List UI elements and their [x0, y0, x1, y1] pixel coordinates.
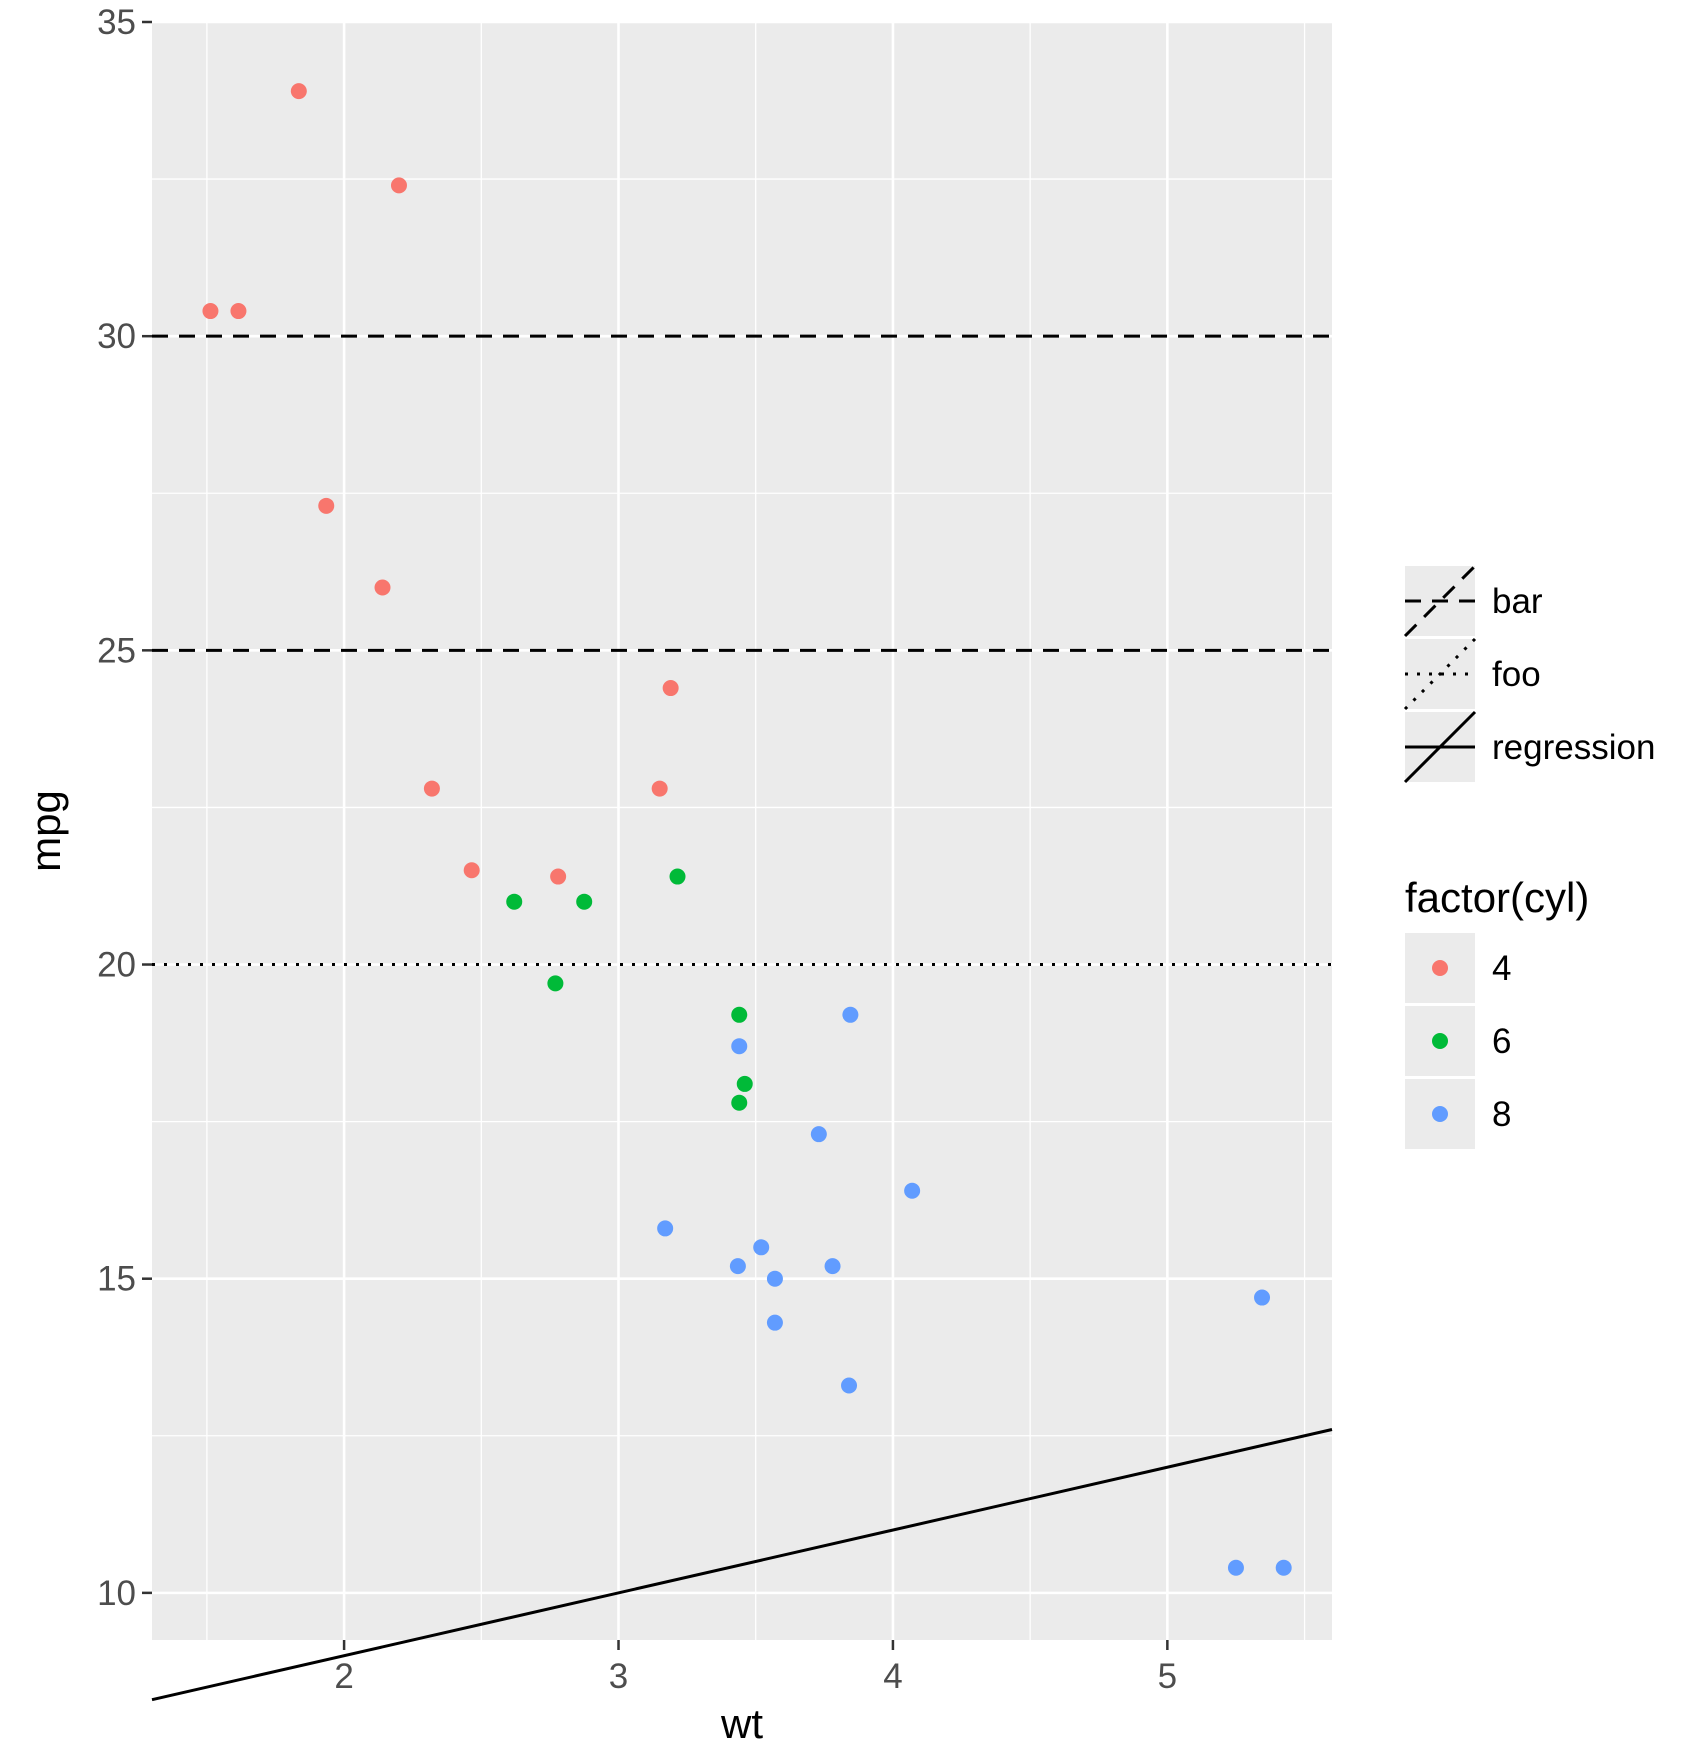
color-legend-title: factor(cyl): [1405, 874, 1589, 921]
point-cyl-8: [753, 1239, 770, 1256]
axes: 2 3 4 5 10 15 20 25 30 35: [97, 3, 1177, 1696]
point-cyl-6: [547, 975, 564, 992]
point-cyl-8: [841, 1377, 858, 1394]
y-tick-label: 10: [97, 1574, 136, 1613]
reference-lines: [151, 334, 1333, 1702]
point-cyl-4: [202, 303, 219, 320]
point-cyl-8: [824, 1258, 841, 1275]
point-cyl-4: [651, 780, 668, 797]
legend-label-cyl-4: 4: [1492, 949, 1511, 988]
point-cyl-6: [576, 893, 593, 910]
x-tick-label: 3: [609, 1657, 628, 1696]
x-tick-label: 2: [334, 1657, 353, 1696]
point-cyl-4: [290, 83, 307, 100]
legend-key-diag-bar: [1403, 564, 1477, 638]
point-cyl-8: [1254, 1289, 1271, 1306]
linetype-legend: bar foo regression: [1403, 564, 1655, 784]
y-tick-label: 30: [97, 317, 136, 356]
point-cyl-6: [736, 1075, 753, 1092]
plot-panel: [152, 22, 1332, 1640]
point-cyl-8: [1227, 1559, 1244, 1576]
point-cyl-8: [842, 1006, 859, 1023]
legend-label-cyl-6: 6: [1492, 1022, 1511, 1061]
legend-key-diag-foo: [1403, 637, 1477, 711]
x-tick-label: 4: [883, 1657, 902, 1696]
y-axis-title: mpg: [22, 790, 69, 872]
point-cyl-6: [731, 1094, 748, 1111]
legend-label-regression: regression: [1492, 728, 1655, 767]
point-cyl-8: [729, 1258, 746, 1275]
point-cyl-8: [766, 1270, 783, 1287]
point-cyl-6: [506, 893, 523, 910]
point-cyl-4: [423, 780, 440, 797]
legend-key-diag-regression: [1403, 710, 1477, 784]
point-cyl-4: [230, 303, 247, 320]
point-cyl-4: [390, 177, 407, 194]
point-cyl-8: [1275, 1559, 1292, 1576]
legend-point-cyl-6: [1432, 1033, 1448, 1049]
point-cyl-8: [766, 1314, 783, 1331]
point-cyl-8: [810, 1126, 827, 1143]
legend-point-cyl-8: [1432, 1106, 1448, 1122]
legend-point-cyl-4: [1432, 960, 1448, 976]
legend-label-cyl-8: 8: [1492, 1095, 1511, 1134]
point-cyl-8: [904, 1182, 921, 1199]
point-cyl-8: [731, 1038, 748, 1055]
point-cyl-4: [463, 862, 480, 879]
point-cyl-6: [731, 1006, 748, 1023]
color-legend: factor(cyl) 4 6 8: [1405, 874, 1589, 1149]
data-points: [202, 83, 1292, 1576]
point-cyl-6: [669, 868, 686, 885]
y-tick-label: 20: [97, 946, 136, 985]
y-tick-label: 15: [97, 1260, 136, 1299]
abline-regression: [151, 1428, 1333, 1702]
point-cyl-4: [318, 497, 335, 514]
y-tick-label: 25: [97, 631, 136, 670]
point-cyl-8: [657, 1220, 674, 1237]
legend-label-bar: bar: [1492, 582, 1543, 621]
y-tick-label: 35: [97, 3, 136, 42]
x-tick-label: 5: [1158, 1657, 1177, 1696]
x-axis-title: wt: [720, 1700, 763, 1747]
point-cyl-4: [374, 579, 391, 596]
legend-label-foo: foo: [1492, 655, 1541, 694]
point-cyl-4: [662, 680, 679, 697]
point-cyl-4: [550, 868, 567, 885]
